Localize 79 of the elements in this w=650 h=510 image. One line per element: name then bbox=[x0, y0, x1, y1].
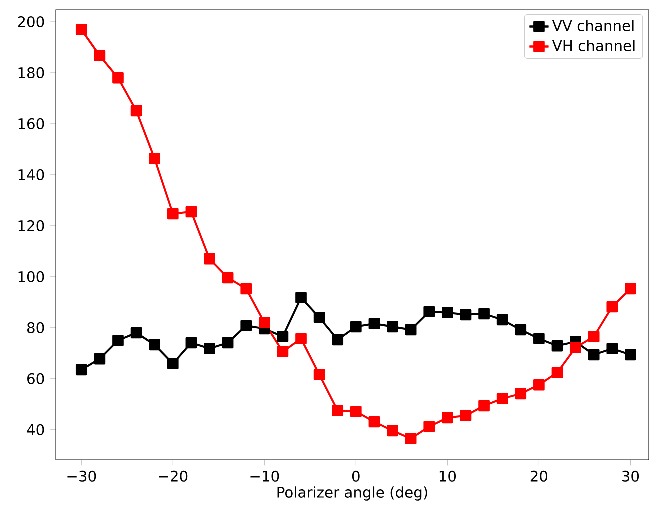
point bbox=[606, 343, 618, 354]
point bbox=[570, 342, 582, 354]
legend-label: VV channel bbox=[552, 20, 634, 32]
point bbox=[625, 283, 636, 295]
point bbox=[552, 367, 564, 378]
point bbox=[552, 340, 564, 352]
point bbox=[258, 317, 270, 328]
x-tick-label: −30 bbox=[68, 470, 96, 482]
point bbox=[186, 337, 198, 349]
point bbox=[534, 379, 545, 391]
point bbox=[368, 416, 380, 428]
point bbox=[314, 312, 326, 324]
point bbox=[204, 253, 216, 265]
y-tick-label: 100 bbox=[18, 271, 44, 282]
point bbox=[240, 283, 252, 295]
point bbox=[112, 72, 124, 84]
y-tick-label: 160 bbox=[18, 118, 44, 130]
point bbox=[94, 50, 106, 62]
point bbox=[350, 321, 362, 333]
y-tick-label: 60 bbox=[28, 373, 44, 384]
y-tick-label: 200 bbox=[18, 16, 44, 28]
point bbox=[186, 206, 198, 218]
point bbox=[76, 24, 88, 36]
point bbox=[149, 153, 161, 165]
x-tick-label: −20 bbox=[159, 470, 188, 482]
point bbox=[515, 324, 527, 336]
point bbox=[277, 331, 289, 343]
x-axis-title: Polarizer angle (deg) bbox=[278, 486, 428, 501]
legend-label: VH channel bbox=[552, 40, 635, 52]
point bbox=[240, 320, 252, 332]
point bbox=[442, 307, 454, 319]
point bbox=[167, 358, 179, 370]
y-tick-label: 180 bbox=[18, 67, 44, 79]
point bbox=[515, 388, 527, 400]
point bbox=[277, 346, 289, 358]
point bbox=[424, 306, 436, 318]
point bbox=[222, 272, 234, 284]
x-tick-label: 0 bbox=[352, 470, 360, 482]
point bbox=[149, 339, 161, 351]
point bbox=[496, 314, 508, 326]
y-tick-label: 120 bbox=[18, 220, 44, 232]
point bbox=[368, 318, 380, 330]
point bbox=[405, 324, 417, 336]
point bbox=[332, 334, 344, 346]
x-tick-label: 10 bbox=[440, 470, 456, 482]
point bbox=[534, 333, 545, 345]
point bbox=[478, 308, 490, 320]
point bbox=[496, 393, 508, 404]
point bbox=[76, 364, 88, 376]
point bbox=[606, 301, 618, 313]
y-tick-label: 140 bbox=[18, 169, 44, 180]
point bbox=[222, 337, 234, 349]
point bbox=[167, 208, 179, 220]
x-tick-label: 30 bbox=[622, 470, 640, 482]
point bbox=[296, 333, 307, 345]
point bbox=[130, 105, 142, 117]
point bbox=[588, 349, 600, 361]
point bbox=[112, 335, 124, 346]
point bbox=[442, 412, 454, 424]
x-tick-label: 20 bbox=[530, 470, 548, 482]
point bbox=[460, 309, 472, 321]
point bbox=[424, 421, 436, 433]
point bbox=[588, 331, 600, 343]
point bbox=[478, 400, 490, 412]
point bbox=[130, 327, 142, 339]
point bbox=[314, 369, 326, 380]
point bbox=[94, 353, 106, 365]
y-tick-label: 40 bbox=[27, 424, 44, 436]
point bbox=[332, 405, 344, 416]
point bbox=[387, 425, 398, 437]
point bbox=[625, 349, 636, 361]
point bbox=[296, 292, 307, 304]
point bbox=[350, 406, 362, 418]
point bbox=[387, 321, 398, 333]
x-tick-label: −10 bbox=[250, 470, 280, 482]
point bbox=[460, 410, 472, 422]
point bbox=[204, 343, 216, 354]
y-tick-label: 80 bbox=[28, 322, 44, 334]
point bbox=[405, 433, 417, 444]
